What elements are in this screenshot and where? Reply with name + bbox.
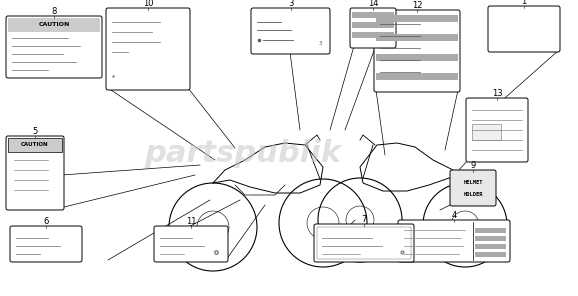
Bar bbox=[475, 228, 506, 233]
Text: HOLDER: HOLDER bbox=[463, 192, 483, 197]
FancyBboxPatch shape bbox=[488, 6, 560, 52]
Text: 1: 1 bbox=[521, 0, 527, 6]
Text: 11: 11 bbox=[186, 217, 197, 226]
Text: 6: 6 bbox=[43, 217, 49, 226]
Bar bbox=[376, 15, 458, 22]
Text: CAUTION: CAUTION bbox=[38, 22, 70, 28]
Text: 5: 5 bbox=[32, 127, 38, 136]
Text: partspublik: partspublik bbox=[144, 139, 341, 168]
Text: CAUTION: CAUTION bbox=[21, 142, 49, 147]
Text: HELMET: HELMET bbox=[463, 179, 483, 184]
Bar bbox=[376, 54, 458, 61]
FancyBboxPatch shape bbox=[350, 8, 396, 48]
Text: 12: 12 bbox=[412, 1, 423, 10]
FancyBboxPatch shape bbox=[398, 220, 510, 262]
FancyBboxPatch shape bbox=[106, 8, 190, 90]
Text: 14: 14 bbox=[368, 0, 378, 8]
FancyBboxPatch shape bbox=[450, 170, 496, 206]
FancyBboxPatch shape bbox=[251, 8, 330, 54]
FancyBboxPatch shape bbox=[6, 16, 102, 78]
Text: 3: 3 bbox=[318, 41, 322, 46]
FancyBboxPatch shape bbox=[466, 98, 528, 162]
Text: 4: 4 bbox=[451, 211, 457, 220]
Bar bbox=[8, 138, 62, 152]
Text: 9: 9 bbox=[470, 161, 476, 170]
Text: 8: 8 bbox=[51, 7, 57, 16]
FancyBboxPatch shape bbox=[10, 226, 82, 262]
FancyBboxPatch shape bbox=[154, 226, 228, 262]
Text: 3: 3 bbox=[288, 0, 293, 8]
Bar bbox=[352, 22, 394, 28]
Bar bbox=[352, 32, 394, 38]
Bar bbox=[376, 73, 458, 80]
Text: 13: 13 bbox=[492, 89, 502, 98]
Bar bbox=[475, 236, 506, 241]
FancyBboxPatch shape bbox=[6, 136, 64, 210]
Bar bbox=[376, 34, 458, 41]
Bar bbox=[8, 18, 100, 32]
FancyBboxPatch shape bbox=[314, 224, 414, 262]
Bar bbox=[352, 12, 394, 18]
Text: 10: 10 bbox=[143, 0, 153, 8]
Bar bbox=[475, 252, 506, 257]
Bar bbox=[472, 124, 501, 140]
Bar bbox=[475, 244, 506, 249]
Text: 7: 7 bbox=[361, 215, 366, 224]
FancyBboxPatch shape bbox=[374, 10, 460, 92]
